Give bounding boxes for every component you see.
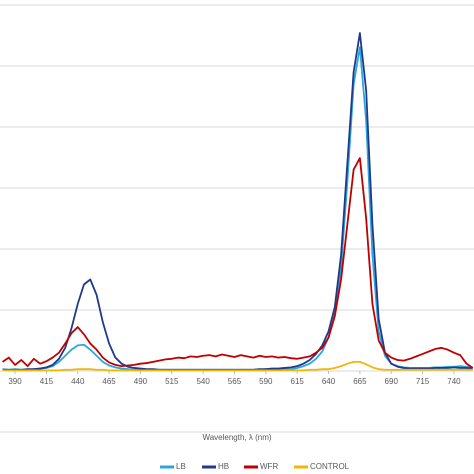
x-tick-label: 715 (416, 377, 430, 386)
x-tick-label: 615 (291, 377, 305, 386)
x-tick-label: 415 (40, 377, 54, 386)
x-tick-label: 640 (322, 377, 336, 386)
x-tick-label: 390 (8, 377, 22, 386)
series-line (2, 360, 473, 372)
x-tick-label: 665 (353, 377, 367, 386)
legend-label: WFR (260, 462, 278, 471)
legend-label: LB (176, 462, 186, 471)
x-tick-label: 740 (447, 377, 461, 386)
x-axis-title: Wavelength, λ (nm) (202, 433, 271, 442)
legend-label: CONTROL (310, 462, 350, 471)
series-line (2, 157, 474, 369)
x-tick-label: 440 (71, 377, 85, 386)
x-tick-label: 515 (165, 377, 179, 386)
x-tick-label: 490 (134, 377, 148, 386)
x-tick-label: 590 (259, 377, 273, 386)
series-line (2, 32, 473, 371)
x-tick-label: 540 (196, 377, 210, 386)
x-tick-label: 565 (228, 377, 242, 386)
legend-label: HB (218, 462, 229, 471)
x-tick-label: 465 (102, 377, 116, 386)
x-tick-label: 690 (385, 377, 399, 386)
